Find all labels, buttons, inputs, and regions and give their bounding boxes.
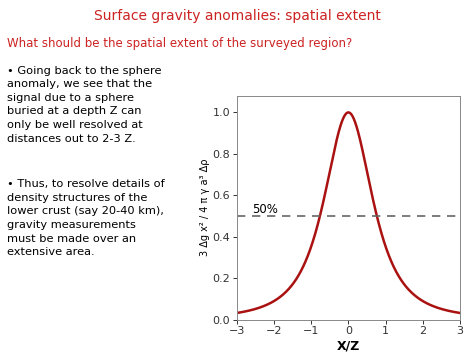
- Text: • Going back to the sphere
anomaly, we see that the
signal due to a sphere
burie: • Going back to the sphere anomaly, we s…: [7, 66, 162, 144]
- Text: • Thus, to resolve details of
density structures of the
lower crust (say 20-40 k: • Thus, to resolve details of density st…: [7, 179, 165, 257]
- Y-axis label: 3 Δg x² / 4 π γ a³ Δρ: 3 Δg x² / 4 π γ a³ Δρ: [200, 159, 210, 256]
- Text: What should be the spatial extent of the surveyed region?: What should be the spatial extent of the…: [7, 37, 352, 50]
- X-axis label: X/Z: X/Z: [337, 339, 360, 352]
- Text: 50%: 50%: [252, 203, 278, 216]
- Text: Surface gravity anomalies: spatial extent: Surface gravity anomalies: spatial exten…: [93, 9, 381, 23]
